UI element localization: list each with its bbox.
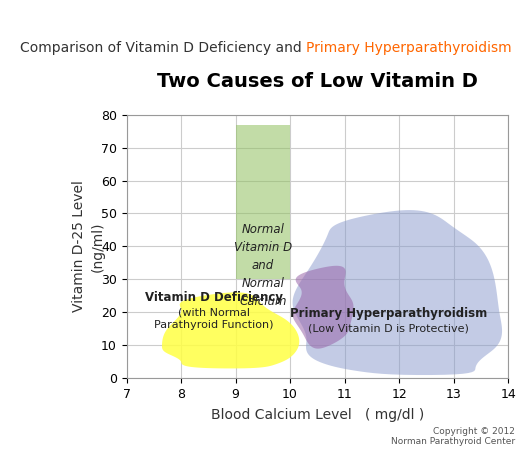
Text: Primary Hyperparathyroidism: Primary Hyperparathyroidism <box>306 41 511 55</box>
Text: Primary Hyperparathyroidism: Primary Hyperparathyroidism <box>289 308 487 320</box>
Bar <box>236 125 290 279</box>
Text: Comparison of Vitamin D Deficiency and: Comparison of Vitamin D Deficiency and <box>0 41 286 55</box>
Polygon shape <box>293 210 502 375</box>
Polygon shape <box>293 266 354 349</box>
Text: Normal
Vitamin D
and
Normal
Calcium: Normal Vitamin D and Normal Calcium <box>234 223 292 308</box>
Text: (with Normal
Parathyroid Function): (with Normal Parathyroid Function) <box>154 307 273 330</box>
X-axis label: Blood Calcium Level   ( mg/dl ): Blood Calcium Level ( mg/dl ) <box>211 408 424 422</box>
Text: Comparison of Vitamin D Deficiency and: Comparison of Vitamin D Deficiency and <box>20 41 306 55</box>
Polygon shape <box>162 293 299 369</box>
Text: Comparison of Vitamin D Deficiency and Primary Hyperparathyroidism: Comparison of Vitamin D Deficiency and P… <box>20 41 511 55</box>
Text: (ng/ml): (ng/ml) <box>91 221 105 272</box>
Text: (Low Vitamin D is Protective): (Low Vitamin D is Protective) <box>308 324 469 334</box>
Text: Vitamin D-25 Level: Vitamin D-25 Level <box>72 181 86 312</box>
Text: Vitamin D Deficiency: Vitamin D Deficiency <box>145 291 283 304</box>
Text: Copyright © 2012
Norman Parathyroid Center: Copyright © 2012 Norman Parathyroid Cent… <box>391 426 515 446</box>
Title: Two Causes of Low Vitamin D: Two Causes of Low Vitamin D <box>157 72 478 91</box>
